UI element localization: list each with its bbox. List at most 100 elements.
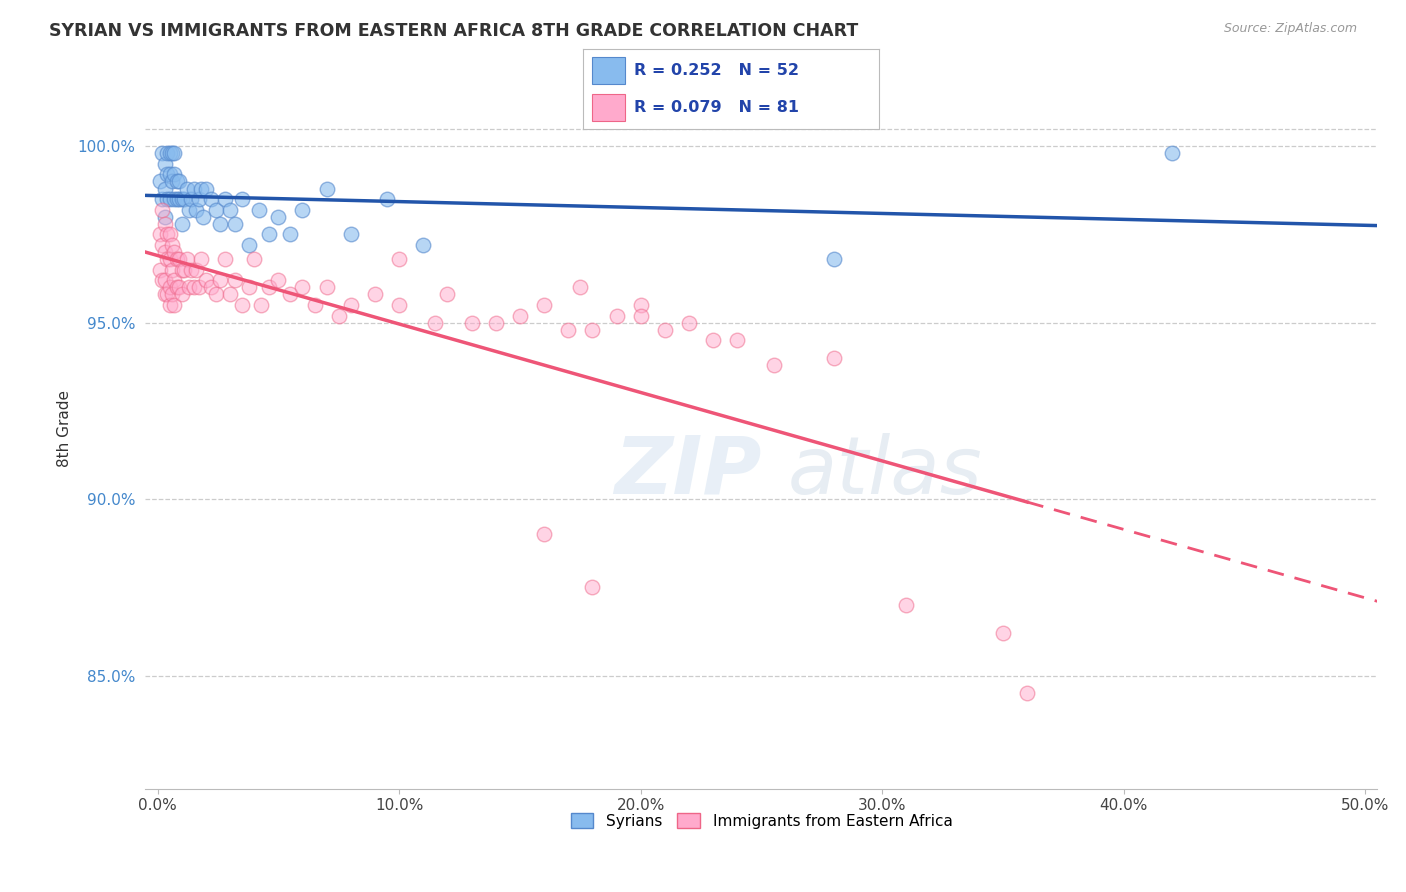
- Point: [654, 323, 676, 337]
- Point: [149, 174, 172, 188]
- Point: [200, 192, 222, 206]
- Point: [209, 217, 232, 231]
- Point: [159, 298, 181, 312]
- Point: [150, 192, 173, 206]
- Bar: [592, 94, 624, 121]
- Point: [166, 192, 188, 206]
- Point: [436, 287, 458, 301]
- Point: [257, 227, 280, 242]
- Point: [169, 252, 191, 266]
- Point: [533, 527, 555, 541]
- Point: [153, 210, 176, 224]
- Point: [156, 252, 179, 266]
- Point: [153, 273, 176, 287]
- Point: [388, 298, 411, 312]
- Point: [153, 287, 176, 301]
- Point: [163, 245, 186, 260]
- Text: R = 0.079   N = 81: R = 0.079 N = 81: [634, 100, 799, 115]
- Point: [163, 168, 186, 182]
- Text: R = 0.252   N = 52: R = 0.252 N = 52: [634, 63, 799, 78]
- Point: [630, 309, 652, 323]
- Point: [166, 280, 188, 294]
- Point: [224, 273, 246, 287]
- Point: [159, 252, 181, 266]
- Point: [605, 309, 627, 323]
- Point: [1017, 686, 1039, 700]
- Point: [169, 280, 191, 294]
- Point: [823, 351, 845, 365]
- Point: [159, 168, 181, 182]
- Point: [1161, 146, 1184, 161]
- Point: [267, 273, 290, 287]
- Point: [224, 217, 246, 231]
- Point: [170, 262, 193, 277]
- Bar: [592, 57, 624, 85]
- Point: [160, 238, 183, 252]
- Point: [159, 280, 181, 294]
- Point: [412, 238, 434, 252]
- Point: [375, 192, 398, 206]
- Point: [180, 262, 202, 277]
- Point: [328, 309, 350, 323]
- Point: [170, 217, 193, 231]
- Point: [193, 210, 215, 224]
- Point: [177, 202, 200, 217]
- Text: atlas: atlas: [787, 433, 981, 511]
- Point: [569, 280, 592, 294]
- Point: [200, 280, 222, 294]
- Point: [159, 227, 181, 242]
- Point: [166, 174, 188, 188]
- Point: [150, 146, 173, 161]
- Point: [170, 287, 193, 301]
- Point: [214, 252, 236, 266]
- Point: [238, 280, 260, 294]
- Point: [156, 168, 179, 182]
- Point: [425, 316, 447, 330]
- Point: [364, 287, 387, 301]
- Point: [153, 181, 176, 195]
- Point: [169, 192, 191, 206]
- Point: [460, 316, 482, 330]
- Point: [267, 210, 290, 224]
- Point: [557, 323, 579, 337]
- Point: [156, 146, 179, 161]
- Point: [150, 202, 173, 217]
- Point: [823, 252, 845, 266]
- Point: [187, 280, 209, 294]
- Point: [153, 217, 176, 231]
- Point: [159, 192, 181, 206]
- Point: [170, 192, 193, 206]
- Point: [291, 280, 314, 294]
- Point: [340, 298, 363, 312]
- Point: [280, 287, 302, 301]
- Point: [315, 181, 337, 195]
- Point: [163, 192, 186, 206]
- Point: [243, 252, 266, 266]
- Point: [231, 192, 253, 206]
- Point: [991, 626, 1014, 640]
- Point: [177, 280, 200, 294]
- Point: [159, 146, 181, 161]
- Point: [156, 192, 179, 206]
- Point: [214, 192, 236, 206]
- Point: [250, 298, 273, 312]
- Point: [231, 298, 253, 312]
- Point: [176, 252, 198, 266]
- Legend: Syrians, Immigrants from Eastern Africa: Syrians, Immigrants from Eastern Africa: [564, 806, 959, 835]
- Point: [581, 580, 603, 594]
- Point: [166, 252, 188, 266]
- Point: [678, 316, 700, 330]
- Point: [204, 202, 226, 217]
- Point: [247, 202, 270, 217]
- Point: [173, 262, 195, 277]
- Point: [160, 174, 183, 188]
- Point: [169, 174, 191, 188]
- Point: [173, 192, 195, 206]
- Point: [485, 316, 508, 330]
- Point: [163, 273, 186, 287]
- Point: [160, 146, 183, 161]
- Point: [630, 298, 652, 312]
- Point: [149, 262, 172, 277]
- Point: [209, 273, 232, 287]
- Point: [149, 227, 172, 242]
